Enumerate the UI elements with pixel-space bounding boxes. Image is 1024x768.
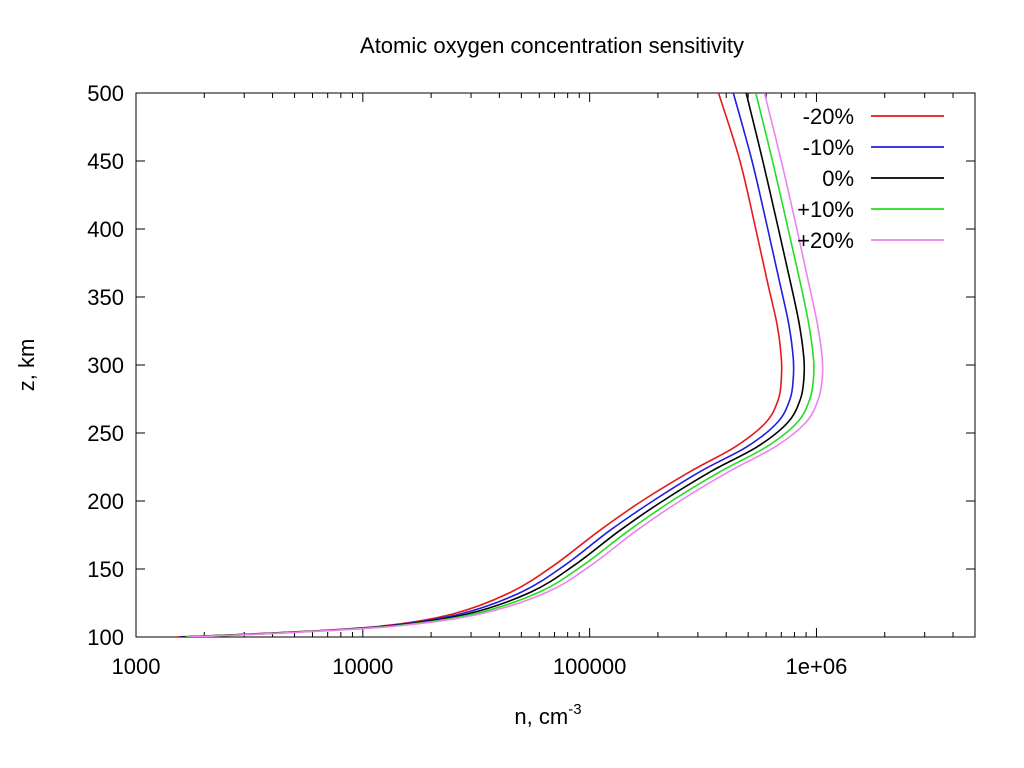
y-tick-label: 150 (87, 557, 124, 582)
y-tick-label: 250 (87, 421, 124, 446)
y-axis: 100 150 200 250 300 350 400 450 500 (87, 81, 975, 650)
series-line-3 (182, 93, 806, 637)
x-tick-label: 100000 (553, 654, 626, 679)
x-tick-label: 1000 (112, 654, 161, 679)
series-line-2 (179, 93, 795, 637)
series-line-4 (185, 93, 815, 637)
series-lines (175, 93, 824, 637)
chart-title: Atomic oxygen concentration sensitivity (360, 33, 744, 58)
x-tick-label: 1e+06 (786, 654, 848, 679)
x-axis-label: n, cm-3 (514, 701, 581, 729)
legend-label: 0% (822, 166, 854, 191)
x-axis: 1000 10000 100000 1e+06 (112, 93, 976, 679)
y-tick-label: 400 (87, 217, 124, 242)
y-axis-label: z, km (14, 339, 39, 392)
y-tick-label: 300 (87, 353, 124, 378)
legend-label: -20% (803, 104, 854, 129)
y-tick-label: 350 (87, 285, 124, 310)
legend-label: +20% (797, 228, 854, 253)
y-tick-label: 200 (87, 489, 124, 514)
legend-label: +10% (797, 197, 854, 222)
x-axis-label-text: n, cm (514, 704, 568, 729)
y-tick-label: 100 (87, 625, 124, 650)
series-line-1 (175, 93, 783, 637)
x-tick-label: 10000 (332, 654, 393, 679)
x-axis-label-superscript: -3 (568, 701, 581, 718)
series-line-5 (188, 93, 824, 637)
y-tick-label: 500 (87, 81, 124, 106)
y-tick-label: 450 (87, 149, 124, 174)
legend-label: -10% (803, 135, 854, 160)
legend: -20% -10% 0% +10% +20% (797, 104, 944, 253)
